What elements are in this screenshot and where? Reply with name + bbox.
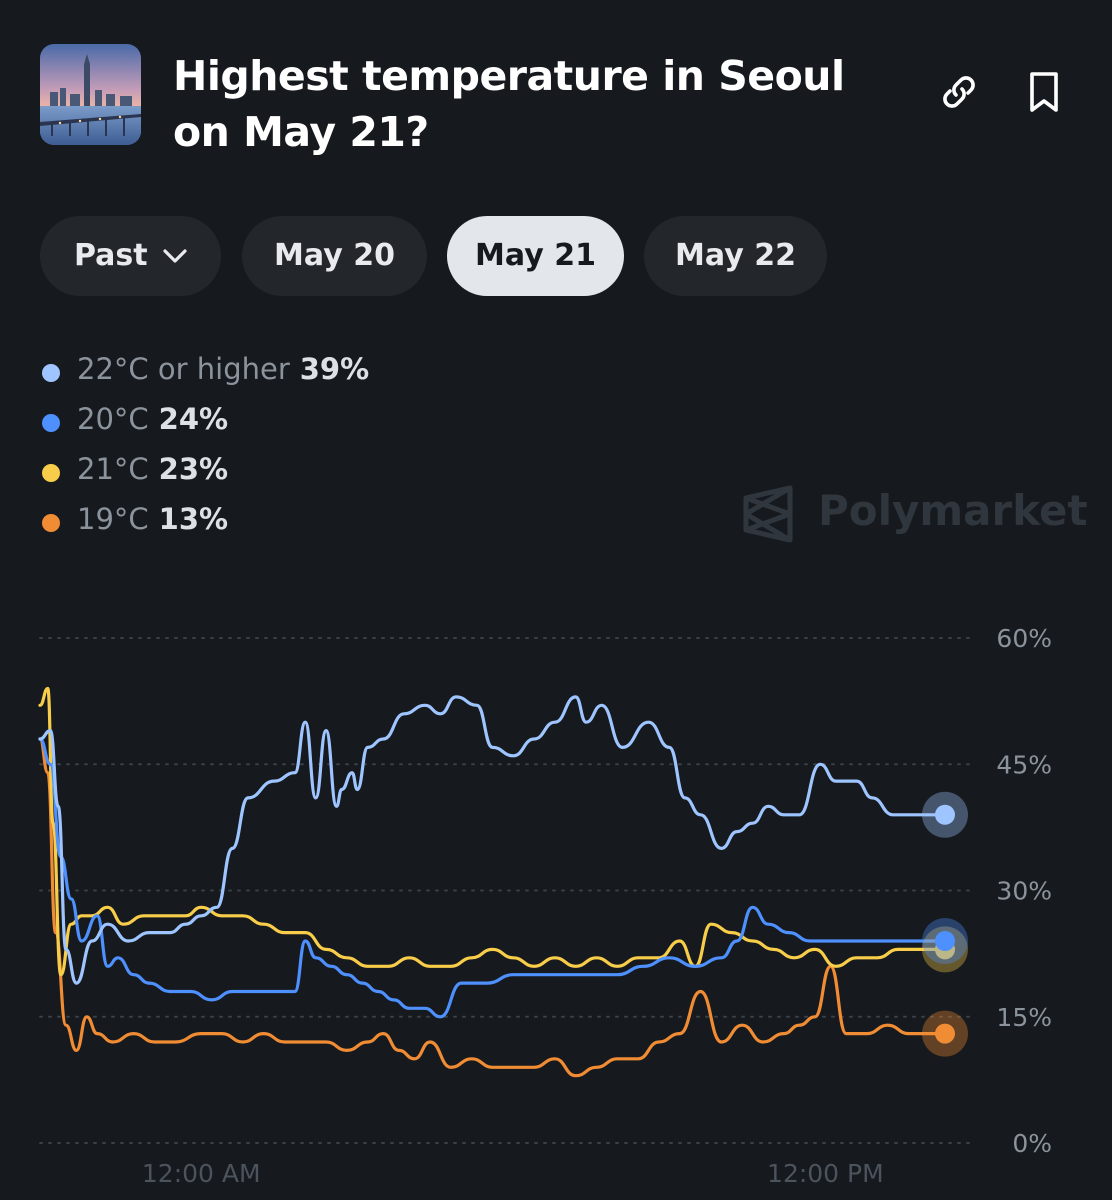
link-icon <box>943 76 975 108</box>
chart-end-markers <box>922 791 968 1057</box>
legend-label: 19°C <box>77 502 149 536</box>
legend-percent: 24% <box>158 402 229 436</box>
series-line <box>38 737 947 1078</box>
chart-series <box>38 686 947 1078</box>
past-dropdown[interactable]: Past <box>40 216 221 296</box>
x-tick-label: 12:00 AM <box>142 1159 261 1188</box>
x-axis-labels: 12:00 AM 12:00 PM <box>142 1159 884 1188</box>
x-tick-label: 12:00 PM <box>767 1159 884 1188</box>
legend-dot <box>42 514 60 532</box>
polymarket-logo-icon <box>743 485 793 543</box>
series-line <box>38 737 947 1019</box>
seoul-skyline-image <box>40 44 141 145</box>
copy-link-button[interactable] <box>935 68 983 116</box>
tab-may-21[interactable]: May 21 <box>447 216 624 296</box>
market-thumbnail[interactable] <box>40 44 141 145</box>
y-tick-label: 30% <box>996 877 1052 906</box>
legend-label: 20°C <box>77 402 149 436</box>
tab-may-22[interactable]: May 22 <box>644 216 827 296</box>
legend-percent: 23% <box>158 452 229 486</box>
legend-dot <box>42 464 60 482</box>
y-tick-label: 0% <box>1012 1129 1052 1158</box>
y-tick-label: 60% <box>996 624 1052 653</box>
market-header: Highest temperature in Seoul on May 21? <box>40 44 1072 174</box>
series-line <box>38 695 947 985</box>
series-end-point[interactable] <box>935 804 955 825</box>
series-end-point[interactable] <box>935 1023 955 1044</box>
past-label: Past <box>74 238 148 273</box>
polymarket-watermark: Polymarket <box>740 484 1088 544</box>
legend-percent: 13% <box>158 502 229 536</box>
market-title: Highest temperature in Seoul on May 21? <box>173 52 845 156</box>
legend-dot <box>42 414 60 432</box>
probability-chart[interactable]: 60% 45% 30% 15% 0% 12:00 AM 12:00 PM <box>0 600 1112 1200</box>
series-end-point[interactable] <box>935 931 955 951</box>
legend-label: 21°C <box>77 452 149 486</box>
series-line <box>38 686 947 977</box>
legend-dot <box>42 364 60 382</box>
bookmark-button[interactable] <box>1020 68 1068 116</box>
y-tick-label: 15% <box>996 1003 1052 1032</box>
chevron-down-icon <box>163 249 187 263</box>
legend-percent: 39% <box>299 352 370 386</box>
watermark-text: Polymarket <box>818 486 1088 535</box>
y-tick-label: 45% <box>996 750 1052 779</box>
tab-may-20[interactable]: May 20 <box>242 216 427 296</box>
legend-label: 22°C or higher <box>77 352 290 386</box>
y-axis-labels: 60% 45% 30% 15% 0% <box>996 624 1052 1158</box>
chart-grid <box>39 637 976 1144</box>
bookmark-icon <box>1030 72 1058 112</box>
